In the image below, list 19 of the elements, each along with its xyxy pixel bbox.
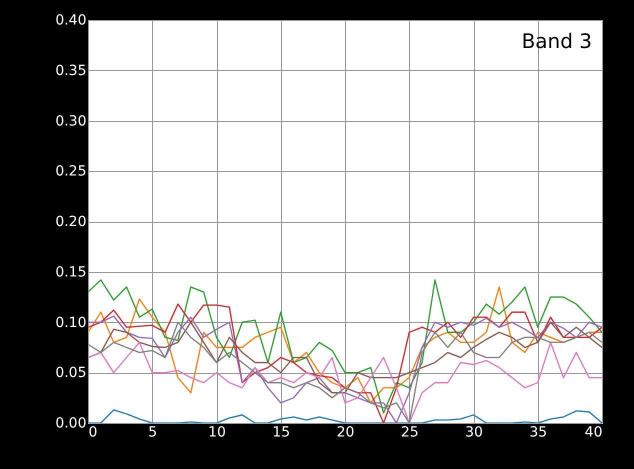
y-tick-label: 0.05 <box>55 365 86 382</box>
y-tick-label: 0.00 <box>55 416 86 432</box>
x-tick-label: 30 <box>465 424 483 440</box>
x-tick-label: 5 <box>148 424 158 440</box>
y-tick-label: 0.10 <box>55 314 86 331</box>
y-tick-label: 0.15 <box>55 264 86 280</box>
y-tick-label: 0.30 <box>55 113 86 130</box>
x-tick-label: 15 <box>272 424 290 440</box>
annotation: Band 3 <box>522 29 592 53</box>
y-tick-label: 0.25 <box>55 164 86 180</box>
x-tick-label: 40 <box>584 424 602 440</box>
y-tick-label: 0.20 <box>55 214 86 230</box>
x-tick-label: 0 <box>88 424 98 440</box>
x-tick-label: 25 <box>400 424 419 440</box>
x-tick-label: 35 <box>529 424 548 440</box>
y-tick-label: 0.40 <box>55 12 86 28</box>
y-tick-label: 0.35 <box>55 62 86 79</box>
x-tick-label: 20 <box>336 424 354 440</box>
x-tick-label: 10 <box>208 424 226 440</box>
